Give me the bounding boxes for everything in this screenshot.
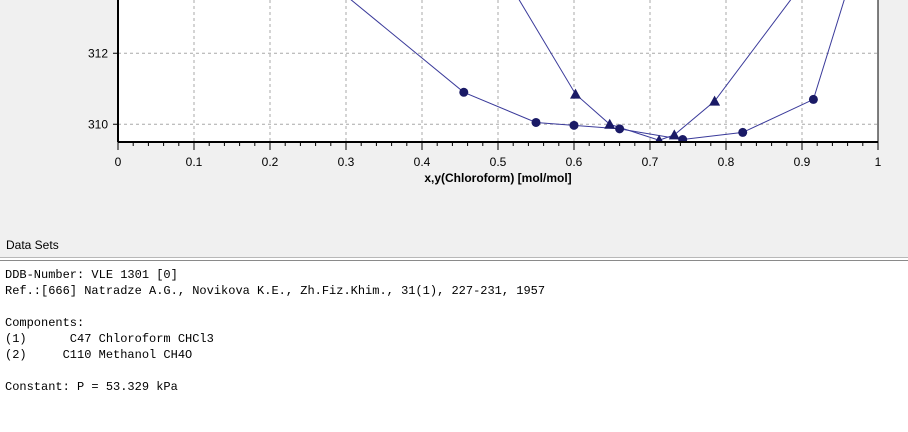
chart-panel: 312 310 0 0.1 0.2 0.3 0.4 0.5 0.6 0.7 0.8 0.9 1 x,y(C… (0, 0, 908, 230)
x-tick-label: 0.6 (566, 155, 583, 169)
data-point-circle (678, 135, 688, 142)
data-point-circle (569, 120, 579, 130)
x-tick-label: 0.5 (490, 155, 507, 169)
data-sets-content: DDB-Number: VLE 1301 [0] Ref.:[666] Natr… (0, 261, 908, 395)
data-sets-header[interactable]: Data Sets (0, 230, 908, 258)
data-point-circle (615, 124, 625, 134)
data-point-circle (808, 94, 818, 104)
x-tick-label: 0.4 (414, 155, 431, 169)
series-group (350, 0, 845, 142)
x-tick-label: 0.2 (262, 155, 279, 169)
x-tick-label: 1 (875, 155, 882, 169)
data-point-triangle (604, 118, 616, 129)
components-heading: Components: (5, 316, 85, 330)
x-tick-label: 0.1 (186, 155, 203, 169)
data-point-circle (459, 87, 469, 97)
x-tick-label: 0.7 (642, 155, 659, 169)
ddb-number-line: DDB-Number: VLE 1301 [0] (5, 268, 178, 282)
data-point-triangle (709, 95, 721, 106)
data-sets-title: Data Sets (6, 238, 59, 252)
data-point-triangle (570, 88, 582, 99)
data-sets-text-area[interactable]: DDB-Number: VLE 1301 [0] Ref.:[666] Natr… (0, 260, 908, 432)
data-point-circle (738, 127, 748, 137)
constant-pressure-line: Constant: P = 53.329 kPa (5, 380, 178, 394)
x-tick-label: 0.3 (338, 155, 355, 169)
data-point-triangle (668, 129, 680, 140)
data-point-triangle (655, 134, 664, 142)
x-axis-title: x,y(Chloroform) [mol/mol] (424, 171, 571, 185)
component-2-line: (2) C110 Methanol CH4O (5, 348, 193, 362)
x-tick-label: 0.8 (718, 155, 735, 169)
data-point-circle (531, 117, 541, 127)
reference-line: Ref.:[666] Natradze A.G., Novikova K.E.,… (5, 284, 546, 298)
plot-area (118, 0, 878, 142)
x-tick-label: 0 (115, 155, 122, 169)
component-1-line: (1) C47 Chloroform CHCl3 (5, 332, 214, 346)
y-tick-label: 310 (88, 117, 108, 131)
vle-chart: 312 310 0 0.1 0.2 0.3 0.4 0.5 0.6 0.7 0.8 0.9 1 x,y(C… (88, 0, 882, 185)
x-tick-label: 0.9 (794, 155, 811, 169)
y-tick-label: 312 (88, 46, 108, 60)
